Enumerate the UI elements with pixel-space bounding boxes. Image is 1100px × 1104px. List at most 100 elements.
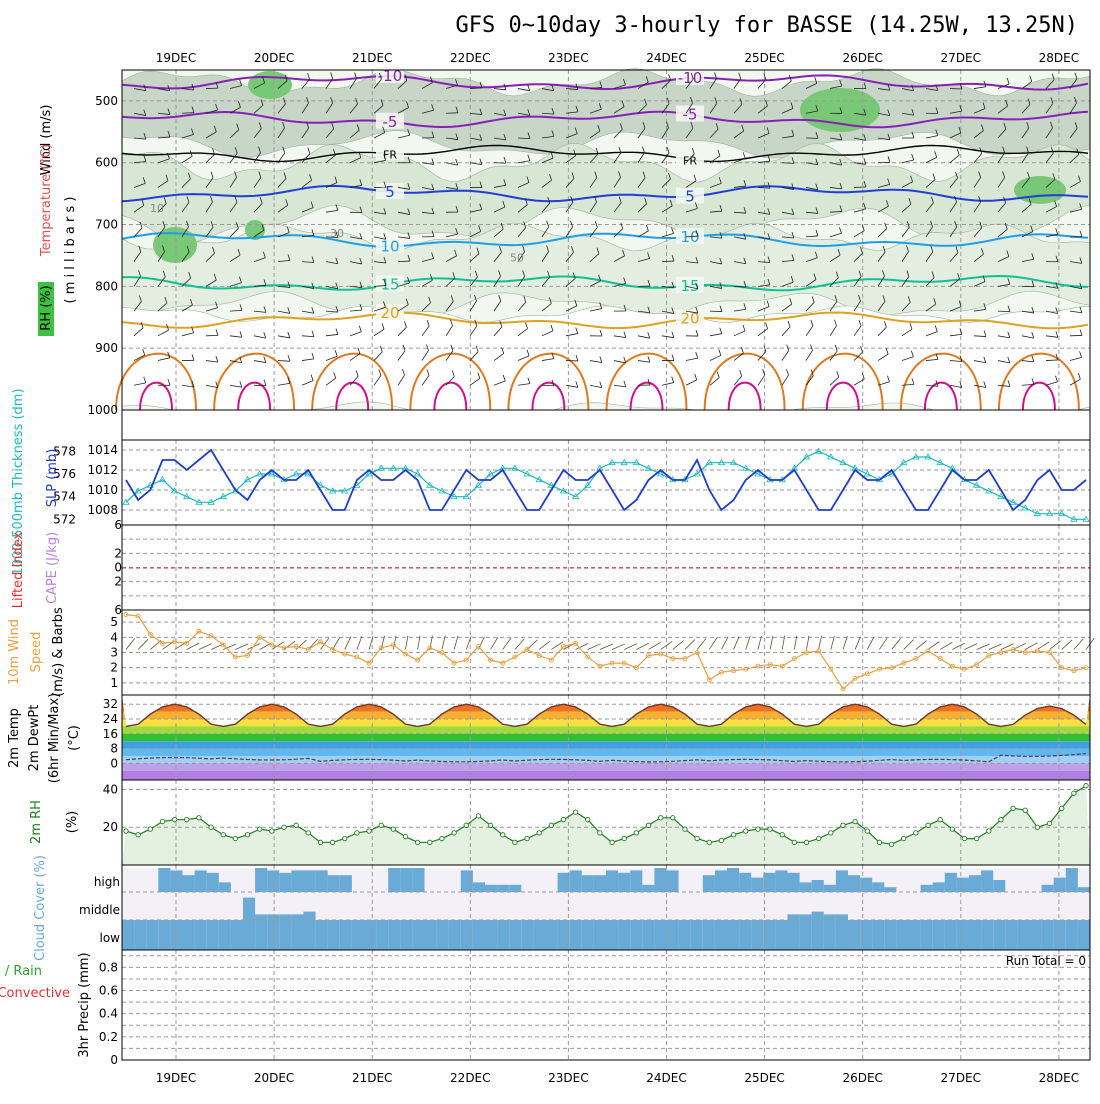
- surface-wind-barb: [454, 636, 458, 649]
- precip-tick-label: 0.8: [99, 960, 118, 974]
- cloud-cell-bg: [219, 892, 232, 920]
- slp-axis-label: SLP (mb): [45, 449, 60, 508]
- rh-point: [914, 831, 918, 835]
- cloud-cell: [884, 887, 897, 892]
- isotherm-label: -5: [383, 113, 398, 131]
- cloud-cell-bg: [909, 868, 922, 892]
- cloud-cell: [376, 920, 389, 950]
- surface-wind-barb: [1001, 644, 1014, 650]
- cloud-cell: [267, 920, 280, 950]
- cloud-cell: [582, 920, 595, 950]
- rh-point: [124, 829, 128, 833]
- wind-barb: [398, 261, 410, 262]
- surface-wind-barb: [892, 639, 901, 650]
- pressure-tick-label: 900: [95, 341, 118, 355]
- cloud-cell: [352, 920, 365, 950]
- cloud-cell: [388, 868, 401, 892]
- cloud-cell: [824, 885, 837, 892]
- cloud-cell-bg: [1042, 892, 1055, 920]
- cloud-cell-bg: [763, 892, 776, 920]
- cloud-cell: [775, 870, 788, 892]
- precip-ticks: 0.80.60.40.20: [99, 960, 118, 1067]
- rh-contour-label: 50: [510, 252, 524, 265]
- rh-point: [610, 840, 614, 844]
- cloud-cell-bg: [340, 892, 353, 920]
- rh-point: [221, 833, 225, 837]
- cloud-cell: [158, 868, 171, 892]
- wind-tick-label: 5: [110, 615, 118, 629]
- cloud-cell: [775, 920, 788, 950]
- cloud-cell: [485, 885, 498, 892]
- cloud-cell-bg: [618, 892, 631, 920]
- rh-point: [549, 823, 553, 827]
- cloud-cell: [195, 920, 208, 950]
- temp-axis-label-line2: 2m DewPt: [27, 705, 42, 772]
- cloud-cell: [642, 885, 655, 892]
- rh-point: [428, 840, 432, 844]
- cloud-cell: [316, 920, 329, 950]
- surface-wind-barb: [503, 638, 511, 649]
- cloud-cell: [812, 920, 825, 950]
- rh-point: [816, 836, 820, 840]
- temperature-tick-label: 8: [110, 742, 118, 756]
- top-date-label: 20DEC: [254, 51, 294, 65]
- cloud-cell: [570, 920, 583, 950]
- rh-contour-label: 10: [150, 202, 164, 215]
- rh-point: [938, 817, 942, 821]
- cloud-cell-bg: [195, 892, 208, 920]
- isotherm-label: 5: [385, 183, 395, 201]
- cloud-cell: [654, 868, 667, 892]
- rh-point: [853, 819, 857, 823]
- cloud-cell-bg: [775, 892, 788, 920]
- cloud-cell-bg: [449, 892, 462, 920]
- cloud-cell: [340, 875, 353, 892]
- cloud-cell-bg: [521, 892, 534, 920]
- rh-point: [160, 819, 164, 823]
- cloud-cell-bg: [461, 892, 474, 920]
- cloud-cell-bg: [412, 892, 425, 920]
- cloud-cell: [497, 885, 510, 892]
- cloud-cell: [981, 870, 994, 892]
- cloud-cell: [727, 920, 740, 950]
- cloud-cell-bg: [654, 892, 667, 920]
- cloud-cell: [763, 873, 776, 892]
- cloud-cell: [630, 920, 643, 950]
- cloud-cell: [703, 920, 716, 950]
- surface-wind-barb: [1062, 640, 1072, 650]
- wind-tick-label: 1: [110, 676, 118, 690]
- cloud-cell: [582, 875, 595, 892]
- rh-point: [622, 836, 626, 840]
- cloud-cell: [328, 875, 341, 892]
- rh-point: [343, 836, 347, 840]
- rh-point: [707, 840, 711, 844]
- cloud-cell-bg: [691, 868, 704, 892]
- rh-point: [634, 831, 638, 835]
- cloud-cell-bg: [570, 892, 583, 920]
- rh-point: [318, 840, 322, 844]
- rh-point: [780, 833, 784, 837]
- cloud-cell-bg: [388, 892, 401, 920]
- cloud-cell: [715, 920, 728, 950]
- surface-wind-barb: [819, 636, 822, 650]
- stability-tick-label: 6: [114, 518, 122, 532]
- isotherm-label: 5: [685, 188, 695, 206]
- cloud-cell: [437, 920, 450, 950]
- bottom-date-label: 27DEC: [941, 1071, 981, 1085]
- cloud-cell: [255, 868, 268, 892]
- surface-wind-barb: [636, 643, 648, 649]
- slp-tick-label: 1014: [87, 443, 118, 457]
- rh-point: [999, 817, 1003, 821]
- bottom-date-label: 28DEC: [1039, 1071, 1079, 1085]
- precip-grid: [122, 950, 1090, 1060]
- cloud-cell-bg: [521, 868, 534, 892]
- cloud-cell: [316, 870, 329, 892]
- temperature-band: [122, 771, 1090, 780]
- temperature-tick-label: 32: [103, 697, 118, 711]
- rh-point: [172, 817, 176, 821]
- cloud-cell-bg: [679, 892, 692, 920]
- rh-point: [197, 816, 201, 820]
- cloud-cell-bg: [691, 892, 704, 920]
